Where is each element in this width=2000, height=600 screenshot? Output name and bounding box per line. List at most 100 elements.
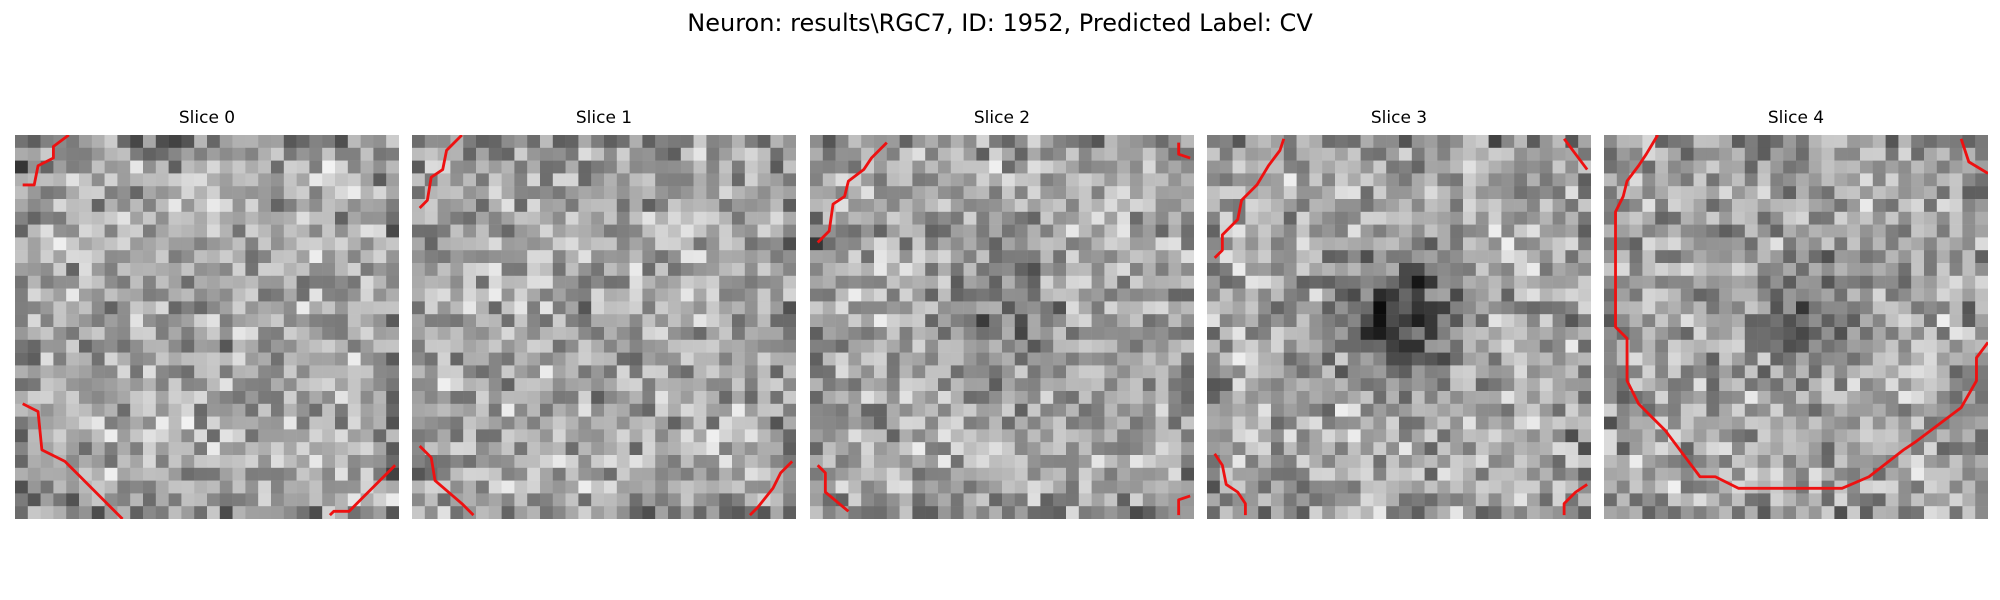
pixel bbox=[1411, 378, 1425, 392]
pixel bbox=[1335, 493, 1349, 507]
pixel bbox=[835, 455, 849, 469]
pixel bbox=[66, 237, 80, 251]
pixel bbox=[514, 173, 528, 187]
pixel bbox=[1104, 160, 1118, 174]
pixel bbox=[1527, 467, 1541, 481]
pixel bbox=[1821, 250, 1835, 264]
pixel bbox=[1347, 275, 1361, 289]
pixel bbox=[386, 211, 399, 225]
contour-line bbox=[22, 135, 70, 187]
pixel bbox=[1207, 211, 1221, 225]
pixel bbox=[1373, 160, 1387, 174]
pixel bbox=[360, 391, 374, 405]
pixel bbox=[335, 391, 349, 405]
pixel bbox=[207, 224, 221, 238]
pixel bbox=[757, 263, 771, 277]
pixel bbox=[950, 327, 964, 341]
pixel bbox=[1680, 480, 1694, 494]
pixel bbox=[1386, 199, 1400, 213]
pixel bbox=[373, 263, 387, 277]
pixel bbox=[245, 147, 259, 161]
pixel bbox=[488, 467, 502, 481]
pixel bbox=[1373, 416, 1387, 430]
pixel bbox=[386, 327, 399, 341]
pixel bbox=[744, 429, 758, 443]
pixel bbox=[540, 442, 554, 456]
pixel bbox=[1411, 403, 1425, 417]
pixel bbox=[1693, 506, 1707, 519]
pixel bbox=[245, 327, 259, 341]
pixel bbox=[1936, 480, 1950, 494]
pixel bbox=[437, 442, 451, 456]
pixel bbox=[1655, 391, 1669, 405]
pixel bbox=[835, 442, 849, 456]
pixel bbox=[963, 429, 977, 443]
pixel bbox=[1501, 160, 1515, 174]
pixel bbox=[1501, 467, 1515, 481]
pixel bbox=[1898, 314, 1912, 328]
pixel bbox=[770, 275, 784, 289]
pixel bbox=[117, 455, 131, 469]
pixel bbox=[1283, 224, 1297, 238]
pixel bbox=[1168, 224, 1182, 238]
pixel bbox=[861, 263, 875, 277]
pixel bbox=[1847, 224, 1861, 238]
pixel bbox=[1424, 314, 1438, 328]
pixel bbox=[783, 173, 796, 187]
pixel bbox=[296, 224, 310, 238]
pixel bbox=[1053, 391, 1067, 405]
pixel bbox=[886, 186, 900, 200]
pixel bbox=[1207, 186, 1221, 200]
pixel bbox=[861, 211, 875, 225]
pixel bbox=[1872, 493, 1886, 507]
pixel bbox=[1014, 365, 1028, 379]
pixel bbox=[1706, 211, 1720, 225]
pixel bbox=[1386, 237, 1400, 251]
pixel bbox=[1181, 173, 1194, 187]
pixel bbox=[1936, 250, 1950, 264]
pixel bbox=[1411, 199, 1425, 213]
pixel bbox=[245, 339, 259, 353]
pixel bbox=[1808, 199, 1822, 213]
pixel bbox=[53, 429, 67, 443]
pixel bbox=[309, 147, 323, 161]
pixel bbox=[360, 314, 374, 328]
pixel bbox=[1629, 263, 1643, 277]
pixel bbox=[1078, 135, 1092, 149]
pixel bbox=[386, 263, 399, 277]
pixel bbox=[463, 173, 477, 187]
pixel bbox=[912, 173, 926, 187]
pixel bbox=[616, 275, 630, 289]
pixel bbox=[835, 391, 849, 405]
pixel bbox=[1949, 365, 1963, 379]
pixel bbox=[437, 455, 451, 469]
pixel bbox=[1463, 173, 1477, 187]
pixel bbox=[1347, 250, 1361, 264]
pixel bbox=[437, 250, 451, 264]
pixel bbox=[15, 173, 29, 187]
pixel bbox=[1872, 173, 1886, 187]
pixel bbox=[1885, 416, 1899, 430]
pixel bbox=[1245, 250, 1259, 264]
pixel bbox=[155, 467, 169, 481]
pixel bbox=[822, 237, 836, 251]
pixel bbox=[655, 147, 669, 161]
pixel bbox=[1885, 442, 1899, 456]
pixel bbox=[680, 224, 694, 238]
pixel bbox=[1463, 135, 1477, 149]
pixel bbox=[616, 135, 630, 149]
pixel bbox=[950, 455, 964, 469]
pixel bbox=[1808, 339, 1822, 353]
pixel bbox=[1399, 263, 1413, 277]
pixel bbox=[1706, 416, 1720, 430]
pixel bbox=[1501, 352, 1515, 366]
pixel bbox=[886, 493, 900, 507]
pixel bbox=[207, 327, 221, 341]
pixel bbox=[1796, 211, 1810, 225]
pixel bbox=[1565, 455, 1579, 469]
pixel bbox=[322, 339, 336, 353]
pixel bbox=[1565, 301, 1579, 315]
pixel bbox=[360, 173, 374, 187]
pixel bbox=[1732, 275, 1746, 289]
pixel bbox=[732, 327, 746, 341]
